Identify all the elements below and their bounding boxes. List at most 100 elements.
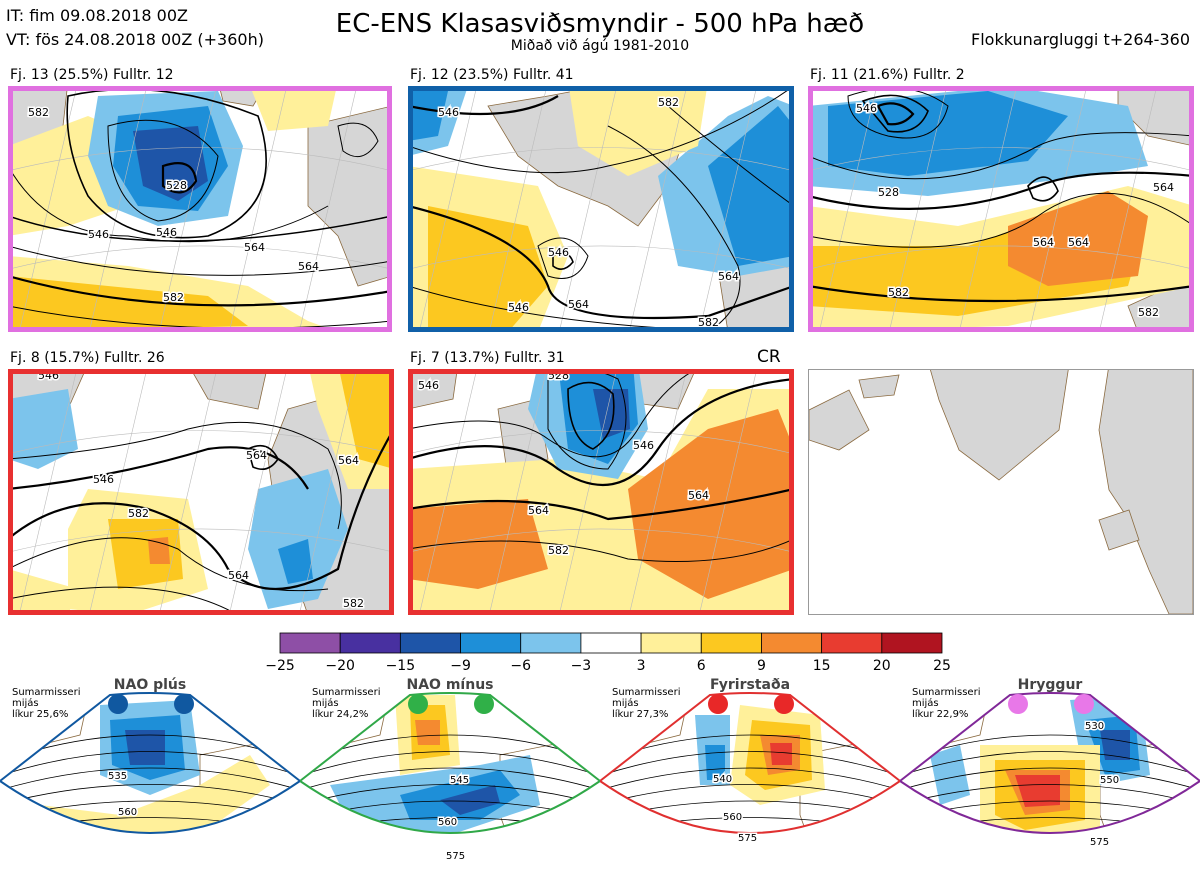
height-contour <box>8 446 309 491</box>
regime-contour <box>600 751 900 780</box>
anomaly-shading <box>568 86 708 176</box>
regime-contour <box>900 751 1200 780</box>
contour-label: 528 <box>166 179 187 192</box>
regime-contour <box>600 851 900 864</box>
anomaly-shading <box>428 206 548 332</box>
regime-contour-label: 535 <box>108 771 127 782</box>
regime-info-line: Sumarmisseri <box>12 687 81 698</box>
cluster-2-label: Fj. 12 (23.5%) Fulltr. 41 <box>410 67 574 83</box>
colorbar-tick: −20 <box>325 658 355 674</box>
init-time: IT: fim 09.08.2018 00Z <box>6 6 188 25</box>
regime-contour-label: 545 <box>450 775 469 786</box>
regime-contour-label: 560 <box>438 817 457 828</box>
contour-label: 564 <box>244 241 265 254</box>
height-contour <box>8 428 394 591</box>
contour-label: 546 <box>418 379 439 392</box>
contour-label: 528 <box>878 186 899 199</box>
anomaly-shading <box>8 569 78 615</box>
regime-anomaly <box>1015 775 1060 807</box>
height-contour <box>537 237 589 279</box>
contour-label: 564 <box>1068 236 1089 249</box>
height-contour <box>808 132 1194 180</box>
regime-frame <box>300 692 600 834</box>
contour-label: 582 <box>28 106 49 119</box>
height-contour <box>408 86 794 174</box>
contour-label: 564 <box>338 454 359 467</box>
anomaly-shading <box>1008 191 1148 286</box>
regime-contour <box>0 751 300 780</box>
contour-label: 546 <box>633 439 654 452</box>
height-contour <box>408 377 794 487</box>
cluster-4-label: Fj. 8 (15.7%) Fulltr. 26 <box>10 350 165 366</box>
colorbar-bin <box>580 632 642 654</box>
anomaly-shading <box>8 389 78 469</box>
height-contour <box>66 88 267 239</box>
chart-subtitle: Miðað við ágú 1981-2010 <box>510 38 690 54</box>
regime-ridge: Sumarmisseri mijás líkur 22,9% Hryggur 530 55… <box>900 675 1200 871</box>
regime-info-line: líkur 25,6% <box>12 709 69 720</box>
contour-label: 564 <box>568 298 589 311</box>
regime-contour-label: 540 <box>713 774 732 785</box>
colorbar-tick: −15 <box>386 658 416 674</box>
cluster-3-label: Fj. 11 (21.6%) Fulltr. 2 <box>810 67 965 83</box>
height-contour <box>8 537 329 592</box>
anomaly-shading <box>593 389 630 439</box>
regime-contour <box>0 834 300 849</box>
colorbar-bin <box>279 632 341 654</box>
regime-anomaly <box>770 743 792 765</box>
cluster-2-map: 546 546 546 564 564 582 582 <box>408 86 794 332</box>
colorbar-tick: −9 <box>450 658 471 674</box>
colorbar-tick: −3 <box>571 658 592 674</box>
height-contour <box>408 538 794 562</box>
height-contour <box>808 284 1194 303</box>
height-contour <box>607 125 741 332</box>
height-contour <box>876 102 915 126</box>
colorbar-bin <box>399 632 461 654</box>
regime-info-line: líkur 27,3% <box>612 709 669 720</box>
regime-info-line: Sumarmisseri <box>912 687 981 698</box>
height-contour <box>667 105 794 207</box>
contour-label: 546 <box>438 106 459 119</box>
anomaly-shading <box>708 106 794 266</box>
anomaly-shading <box>408 91 448 141</box>
cluster-5-map: 528 546 564 564 582 546 <box>408 369 794 615</box>
cluster-frame <box>408 86 794 332</box>
contour-label: 564 <box>246 449 267 462</box>
contour-label: 564 <box>298 260 319 273</box>
colorbar-bin <box>640 632 702 654</box>
regime-info: Sumarmisseri mijás líkur 24,2% <box>312 687 380 720</box>
contour-label: 546 <box>88 228 109 241</box>
cluster-frame <box>8 369 394 615</box>
regime-info-line: mijás <box>912 698 939 709</box>
empty-cluster-map <box>808 369 1194 615</box>
height-contour <box>107 119 219 222</box>
regime-info: Sumarmisseri mijás líkur 27,3% <box>612 687 680 720</box>
height-contour <box>161 162 198 194</box>
cr-label: CR <box>757 347 781 367</box>
regime-frame <box>0 692 300 834</box>
contour-label: 546 <box>508 301 529 314</box>
regime-contour <box>0 784 300 808</box>
colorbar-tick: 3 <box>637 658 646 674</box>
regime-contour <box>900 851 1200 864</box>
regime-blocking: Sumarmisseri mijás líkur 27,3% Fyrirstaða 54… <box>600 675 900 871</box>
height-contour <box>408 95 559 116</box>
chart-title: EC-ENS Klasasviðsmyndir - 500 hPa hæð <box>335 9 865 39</box>
regime-info-line: mijás <box>612 698 639 709</box>
height-contour <box>8 245 392 276</box>
regime-name: NAO plús <box>113 677 187 693</box>
colorbar-bin <box>700 632 762 654</box>
contour-label: 546 <box>548 246 569 259</box>
colorbar-bin <box>821 632 883 654</box>
contour-label: 582 <box>343 597 364 610</box>
colorbar-tick: −25 <box>265 658 295 674</box>
regime-marker-dot <box>474 694 494 714</box>
regime-contour <box>600 767 900 794</box>
anomaly-shading <box>408 499 548 589</box>
regime-info: Sumarmisseri mijás líkur 22,9% <box>912 687 980 720</box>
colorbar-bin <box>339 632 401 654</box>
cluster-1-label: Fj. 13 (25.5%) Fulltr. 12 <box>10 67 174 83</box>
contour-label: 582 <box>128 507 149 520</box>
regime-name: Hryggur <box>1017 677 1083 693</box>
regime-marker-dot <box>174 694 194 714</box>
